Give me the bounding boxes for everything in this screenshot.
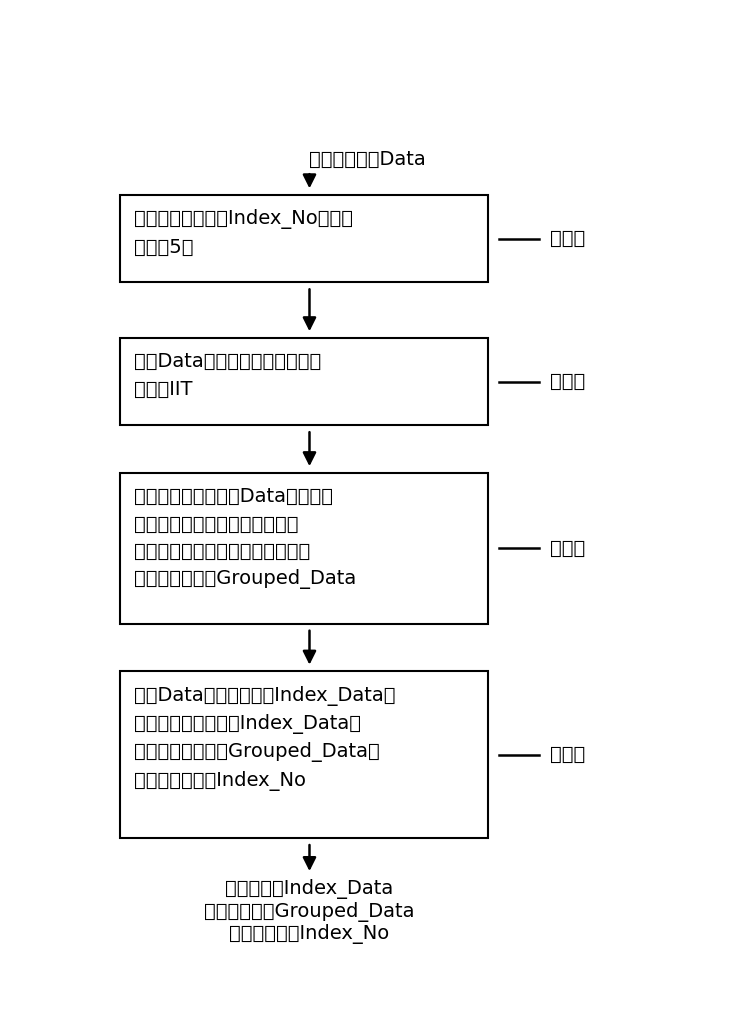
Bar xyxy=(120,671,488,838)
Text: 第二步: 第二步 xyxy=(550,372,586,391)
Text: 索引列数据Index_Data: 索引列数据Index_Data xyxy=(225,879,393,899)
Text: 根据Data的索引列信息建立分组
信息表IIT: 根据Data的索引列信息建立分组 信息表IIT xyxy=(134,353,321,399)
Text: 分组重排数据Grouped_Data: 分组重排数据Grouped_Data xyxy=(204,902,414,922)
Bar xyxy=(120,338,488,426)
Bar xyxy=(120,473,488,624)
Text: 确定索引列的列号Index_No，缺省
值是前5列: 确定索引列的列号Index_No，缺省 值是前5列 xyxy=(134,209,353,257)
Text: 根据分组信息表，将Data中的各质
量行按其索引列信息重新分组排
列，并删除索引列部分的数据，得
到分组后的数据Grouped_Data: 根据分组信息表，将Data中的各质 量行按其索引列信息重新分组排 列，并删除索引… xyxy=(134,488,356,589)
Text: 质量行数据块Data: 质量行数据块Data xyxy=(309,149,426,169)
Text: 索引列的列号Index_No: 索引列的列号Index_No xyxy=(230,924,390,944)
Text: 第一步: 第一步 xyxy=(550,229,586,248)
Text: 第三步: 第三步 xyxy=(550,539,586,558)
Bar xyxy=(120,195,488,282)
Text: 第四步: 第四步 xyxy=(550,745,586,764)
Text: 提取Data的索引列部分Index_Data；
输出：索引列的数据Index_Data，
分组重排后的数据Grouped_Data，
和索引列的列号Index_: 提取Data的索引列部分Index_Data； 输出：索引列的数据Index_D… xyxy=(134,686,395,791)
